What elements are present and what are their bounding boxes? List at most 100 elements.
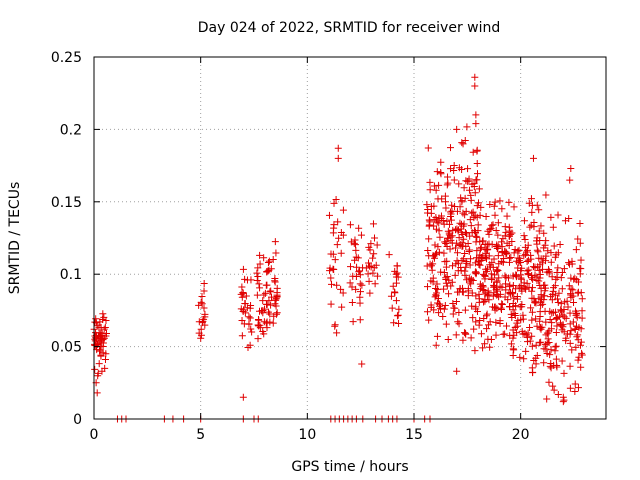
data-point	[510, 249, 518, 257]
data-point	[513, 329, 521, 337]
data-point	[494, 219, 502, 227]
data-point	[195, 318, 203, 326]
data-point	[473, 159, 481, 167]
data-point	[429, 278, 437, 286]
data-point	[449, 310, 457, 318]
data-point	[505, 283, 513, 291]
data-point	[330, 221, 338, 229]
data-point	[461, 194, 469, 202]
data-point	[573, 276, 581, 284]
data-point	[197, 298, 205, 306]
data-point	[94, 332, 102, 340]
data-point	[473, 176, 481, 184]
data-point	[534, 248, 542, 256]
data-point	[501, 223, 509, 231]
data-point	[93, 389, 101, 397]
data-point	[505, 241, 513, 249]
data-point	[326, 267, 334, 275]
data-point	[353, 263, 361, 271]
data-point	[473, 233, 481, 241]
data-point	[445, 290, 453, 298]
data-point	[551, 291, 559, 299]
data-point	[362, 264, 370, 272]
data-point	[574, 235, 582, 243]
data-point	[545, 327, 553, 335]
data-point	[531, 263, 539, 271]
data-point	[472, 318, 480, 326]
data-point	[501, 272, 509, 280]
data-point	[495, 293, 503, 301]
data-point	[469, 314, 477, 322]
data-point	[566, 320, 574, 328]
data-point	[356, 316, 364, 324]
data-point	[557, 322, 565, 330]
data-point	[262, 319, 270, 327]
data-point	[557, 306, 565, 314]
data-point	[513, 322, 521, 330]
data-point	[95, 360, 103, 368]
data-point	[347, 263, 355, 271]
data-point	[355, 267, 363, 275]
data-point	[483, 265, 491, 273]
data-point	[544, 247, 552, 255]
data-point	[433, 280, 441, 288]
data-point	[499, 330, 507, 338]
data-point	[200, 304, 208, 312]
data-point	[572, 246, 580, 254]
data-point	[425, 235, 433, 243]
data-point	[424, 144, 432, 152]
data-point	[260, 330, 268, 338]
data-point	[352, 253, 360, 261]
data-point	[434, 243, 442, 251]
data-point	[560, 369, 568, 377]
data-point	[520, 355, 528, 363]
data-point	[352, 273, 360, 281]
data-point	[574, 331, 582, 339]
data-point	[435, 181, 443, 189]
data-point	[367, 240, 375, 248]
data-point	[458, 257, 466, 265]
data-point	[253, 277, 261, 285]
data-point	[332, 196, 340, 204]
data-point	[536, 308, 544, 316]
data-point	[426, 260, 434, 268]
data-point	[256, 260, 264, 268]
data-point	[480, 314, 488, 322]
data-point	[338, 303, 346, 311]
data-point	[239, 265, 247, 273]
data-point	[543, 395, 551, 403]
data-point	[358, 281, 366, 289]
data-point	[373, 272, 381, 280]
data-point	[271, 278, 279, 286]
data-point	[547, 213, 555, 221]
data-point	[567, 290, 575, 298]
data-point	[469, 208, 477, 216]
data-point	[247, 325, 255, 333]
data-point	[349, 318, 357, 326]
data-point	[558, 307, 566, 315]
data-point	[366, 289, 374, 297]
data-point	[100, 334, 108, 342]
data-point	[549, 382, 557, 390]
data-point	[473, 307, 481, 315]
data-point	[565, 214, 573, 222]
data-point	[365, 243, 373, 251]
data-point	[552, 329, 560, 337]
data-point	[537, 222, 545, 230]
data-point	[576, 239, 584, 247]
data-point	[99, 310, 107, 318]
data-point	[455, 320, 463, 328]
data-point	[554, 264, 562, 272]
data-point	[494, 231, 502, 239]
data-point	[243, 276, 251, 284]
data-point	[565, 259, 573, 267]
data-point	[496, 317, 504, 325]
data-point	[517, 275, 525, 283]
data-point	[557, 274, 565, 282]
data-point	[492, 227, 500, 235]
data-point	[427, 209, 435, 217]
data-point	[559, 398, 567, 406]
data-point	[551, 343, 559, 351]
data-point	[261, 289, 269, 297]
data-point	[450, 162, 458, 170]
